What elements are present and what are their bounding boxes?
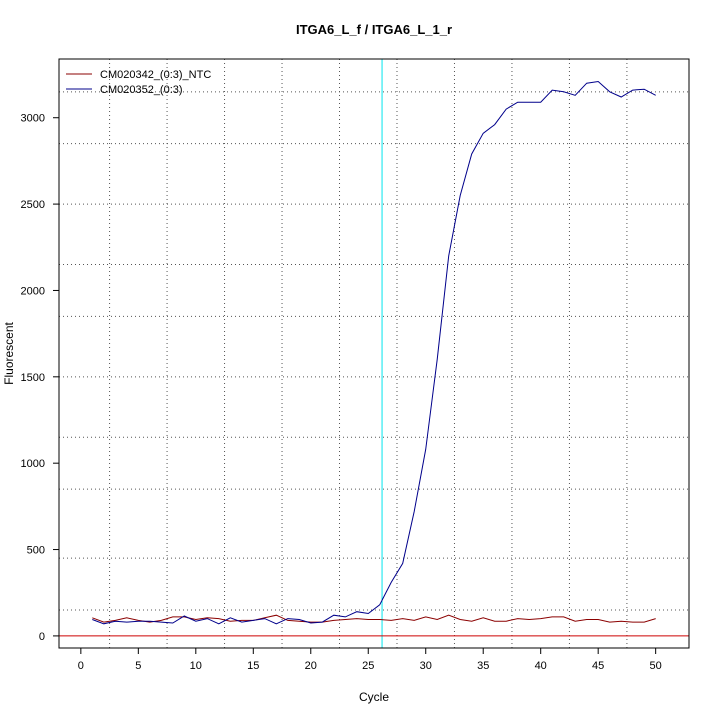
y-axis-label: Fluorescent bbox=[2, 321, 16, 384]
y-tick-label: 2500 bbox=[21, 199, 45, 211]
series-layer bbox=[92, 80, 656, 625]
y-tick-label: 1000 bbox=[21, 458, 45, 470]
axes: 0 5 10 15 20 25 30 35 40 45 5005001000150020002500… bbox=[21, 113, 662, 672]
x-tick-label: 15 bbox=[247, 660, 259, 672]
x-tick-label: 40 bbox=[535, 660, 547, 672]
legend-label: CM020352_(0:3) bbox=[100, 84, 183, 96]
x-axis-label: Cycle bbox=[359, 690, 389, 704]
y-tick-label: 1500 bbox=[21, 372, 45, 384]
x-tick-label: 25 bbox=[362, 660, 374, 672]
y-tick-label: 2000 bbox=[21, 285, 45, 297]
legend: CM020342_(0:3)_NTC CM020352_(0:3) bbox=[66, 69, 211, 96]
x-tick-label: 30 bbox=[420, 660, 432, 672]
x-tick-label: 35 bbox=[477, 660, 489, 672]
grid bbox=[59, 59, 689, 648]
legend-label: CM020342_(0:3)_NTC bbox=[100, 69, 211, 81]
y-tick-label: 500 bbox=[27, 545, 45, 557]
x-tick-label: 10 bbox=[190, 660, 202, 672]
x-tick-label: 0 bbox=[78, 660, 84, 672]
reference-lines bbox=[59, 59, 689, 648]
series-line-2 bbox=[92, 80, 656, 625]
x-tick-label: 5 bbox=[135, 660, 141, 672]
y-tick-label: 3000 bbox=[21, 113, 45, 125]
x-tick-label: 45 bbox=[592, 660, 604, 672]
chart-title: ITGA6_L_f / ITGA6_L_1_r bbox=[296, 22, 452, 37]
plot-frame bbox=[58, 58, 690, 649]
x-tick-label: 20 bbox=[305, 660, 317, 672]
y-tick-label: 0 bbox=[39, 631, 45, 643]
x-tick-label: 50 bbox=[650, 660, 662, 672]
